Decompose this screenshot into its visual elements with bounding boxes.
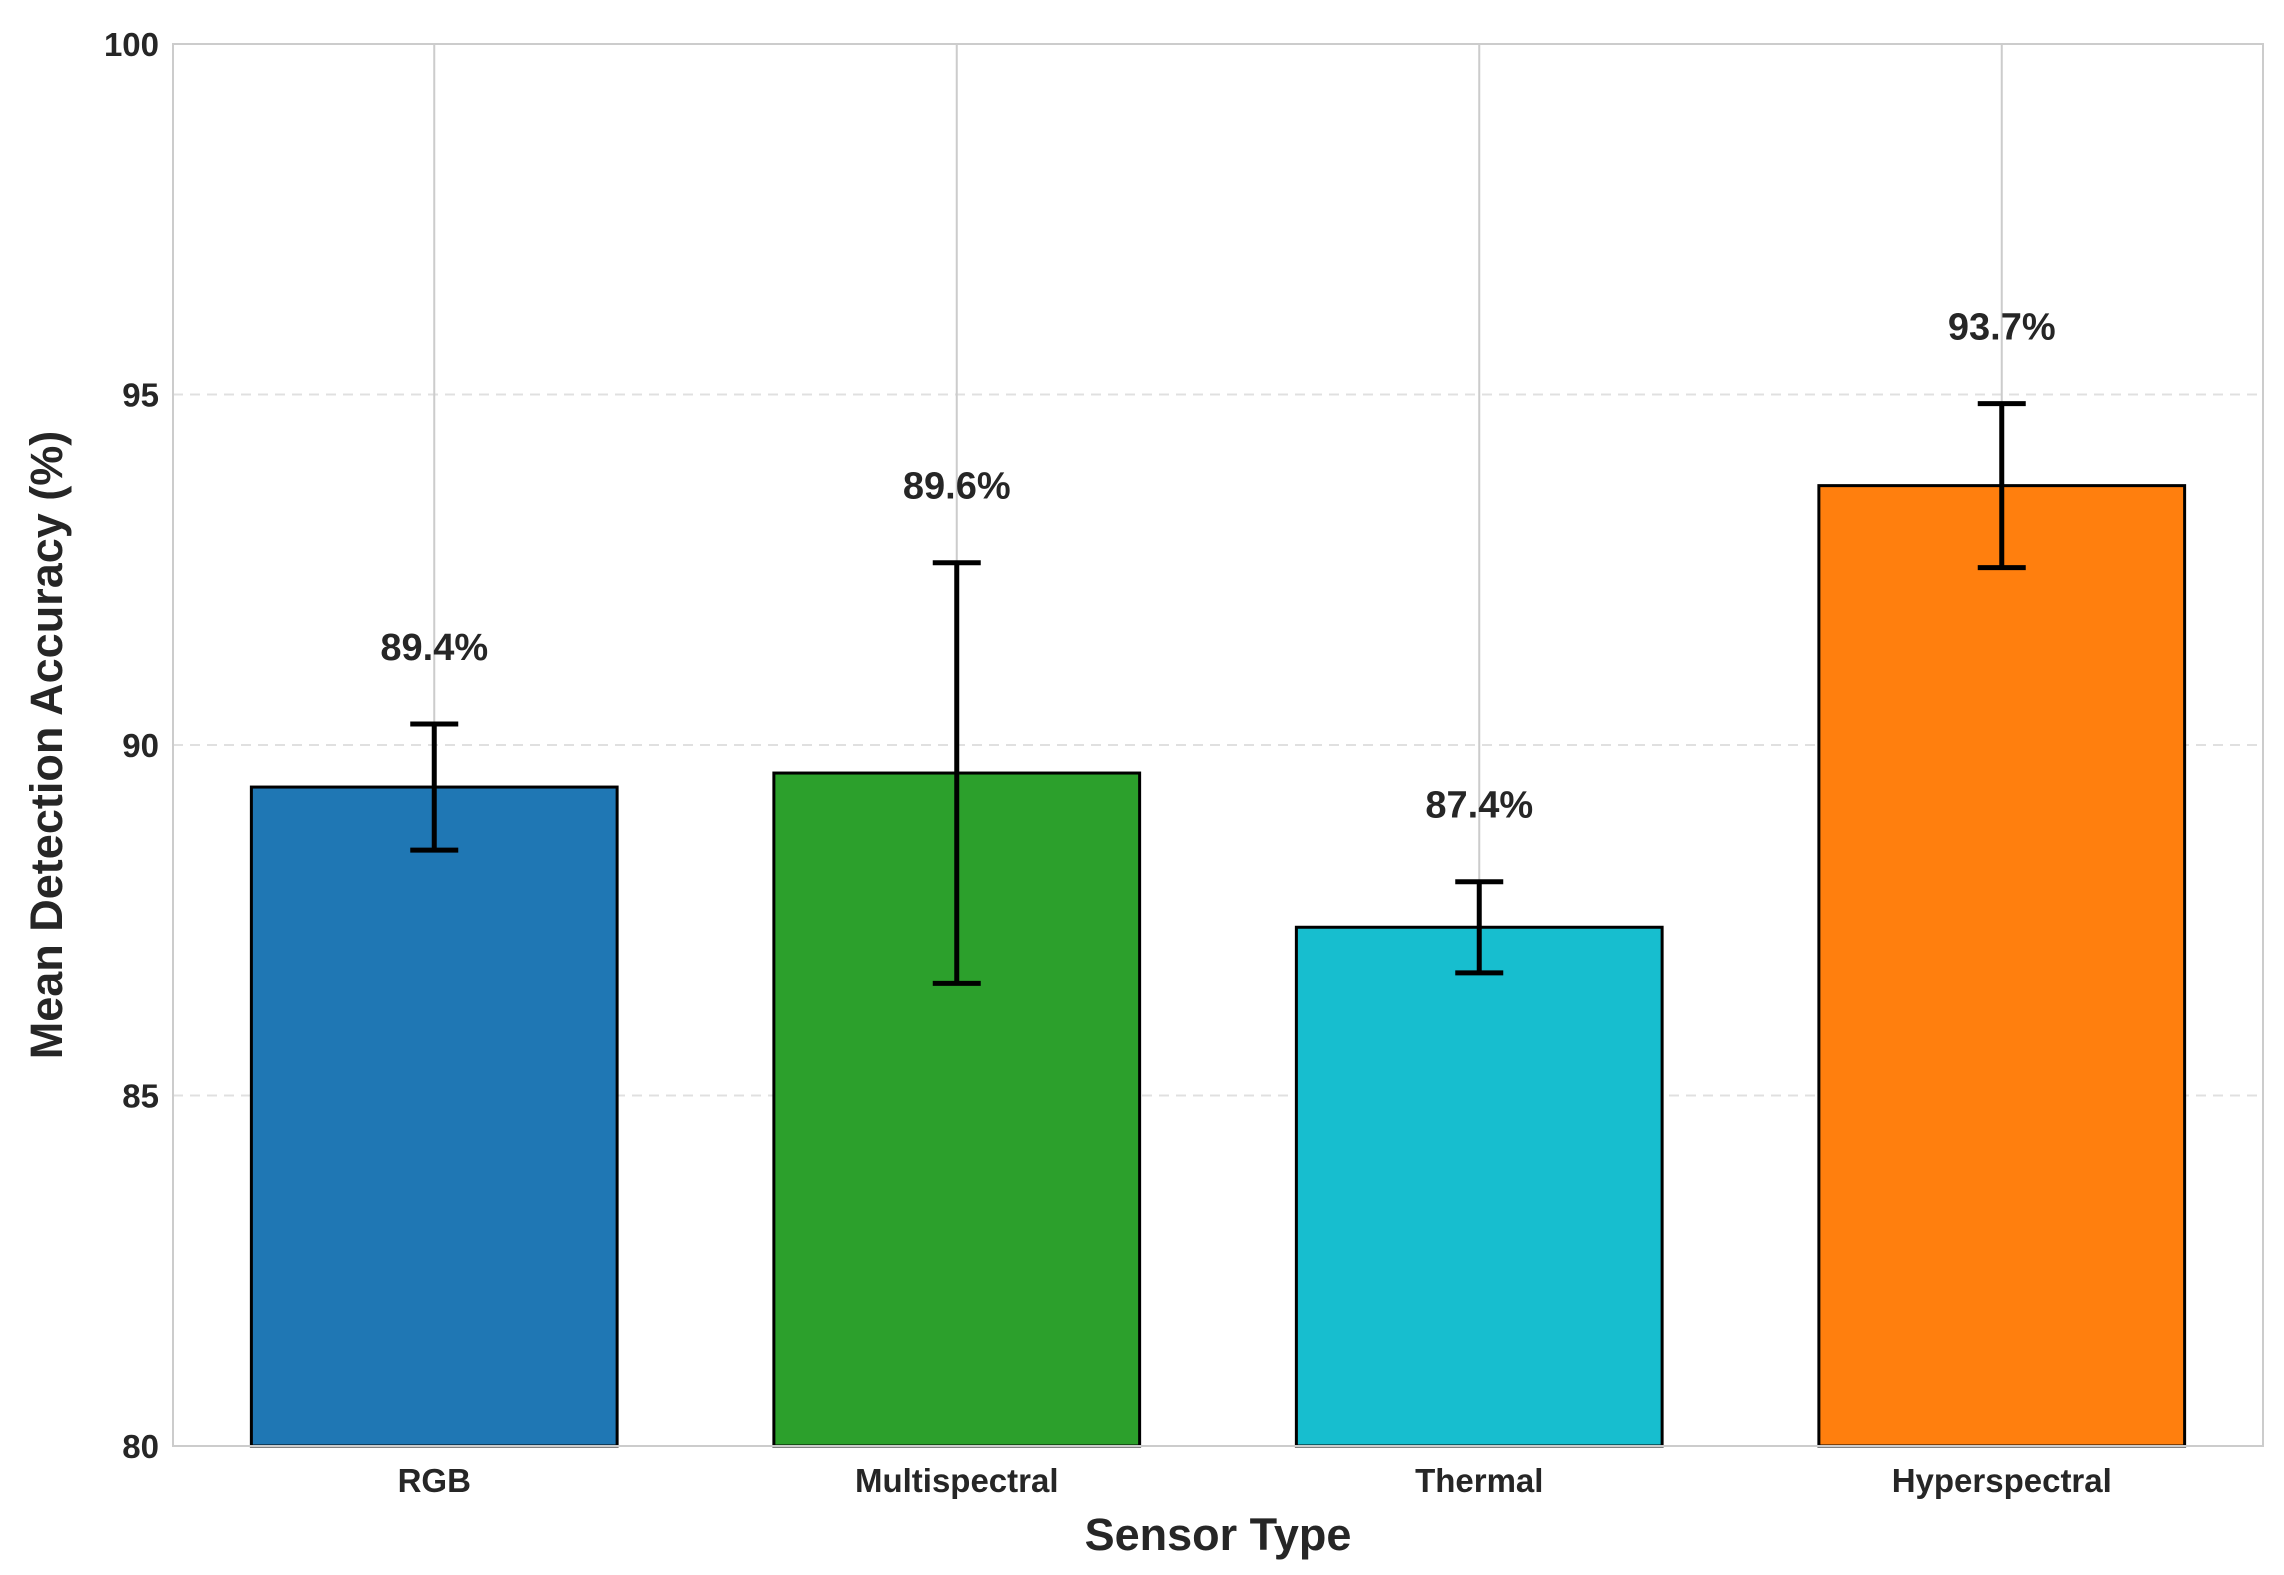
x-tick-label: RGB xyxy=(398,1462,471,1499)
y-tick-label: 85 xyxy=(122,1078,159,1115)
x-axis-title: Sensor Type xyxy=(1085,1509,1352,1560)
data-labels: 89.4% 89.6% 87.4% 93.7% xyxy=(380,307,2055,827)
bar-rgb xyxy=(249,785,619,1448)
bar-thermal xyxy=(1294,925,1664,1448)
data-label: 89.4% xyxy=(380,627,488,669)
y-tick-label: 100 xyxy=(104,26,159,63)
y-tick-label: 80 xyxy=(122,1428,159,1465)
y-tick-labels: 80 85 90 95 100 xyxy=(104,26,159,1465)
x-tick-label: Thermal xyxy=(1415,1462,1543,1499)
data-label: 93.7% xyxy=(1948,307,2056,349)
data-label: 89.6% xyxy=(903,466,1011,508)
x-tick-label: Multispectral xyxy=(855,1462,1059,1499)
y-axis-title: Mean Detection Accuracy (%) xyxy=(21,431,72,1060)
data-label: 87.4% xyxy=(1425,785,1533,827)
y-tick-label: 90 xyxy=(122,727,159,764)
x-tick-labels: RGB Multispectral Thermal Hyperspectral xyxy=(398,1462,2112,1499)
y-tick-label: 95 xyxy=(122,377,159,414)
x-tick-label: Hyperspectral xyxy=(1892,1462,2112,1499)
error-bars xyxy=(410,401,2026,986)
plot-frame xyxy=(172,43,2264,1447)
bar-hyperspectral xyxy=(1817,484,2187,1448)
